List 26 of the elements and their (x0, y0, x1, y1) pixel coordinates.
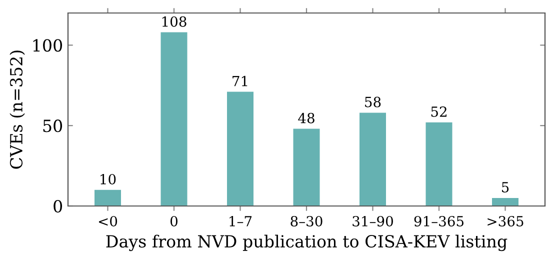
data-label: 71 (232, 76, 248, 86)
data-label: 48 (298, 112, 314, 124)
x-axis-title: Days from NVD publication to CISA-KEV listing (106, 234, 508, 252)
x-tick-label: 91–365 (414, 216, 464, 226)
data-label: 10 (100, 174, 116, 184)
bar (426, 122, 452, 206)
x-tick-label: <0 (98, 216, 118, 226)
data-label: 52 (431, 106, 446, 117)
data-label: 5 (502, 182, 509, 192)
data-label: 58 (365, 96, 381, 108)
x-tick-label: 8–30 (290, 216, 322, 226)
x-tick-label: >365 (488, 216, 524, 226)
bar (492, 198, 518, 206)
bar (293, 128, 320, 206)
x-tick-label: 1–7 (230, 216, 252, 226)
x-tick-label: 0 (170, 216, 178, 226)
y-tick-label: 0 (54, 200, 62, 213)
bar (360, 112, 386, 206)
bar (94, 190, 121, 206)
x-tick-label: 31–90 (352, 216, 393, 226)
y-tick-label: 50 (43, 120, 62, 132)
y-tick-label: 100 (33, 39, 62, 52)
data-label: 108 (162, 16, 186, 27)
bar (227, 92, 254, 206)
y-axis-title: CVEs (n=352) (10, 50, 25, 169)
bar (160, 32, 188, 206)
